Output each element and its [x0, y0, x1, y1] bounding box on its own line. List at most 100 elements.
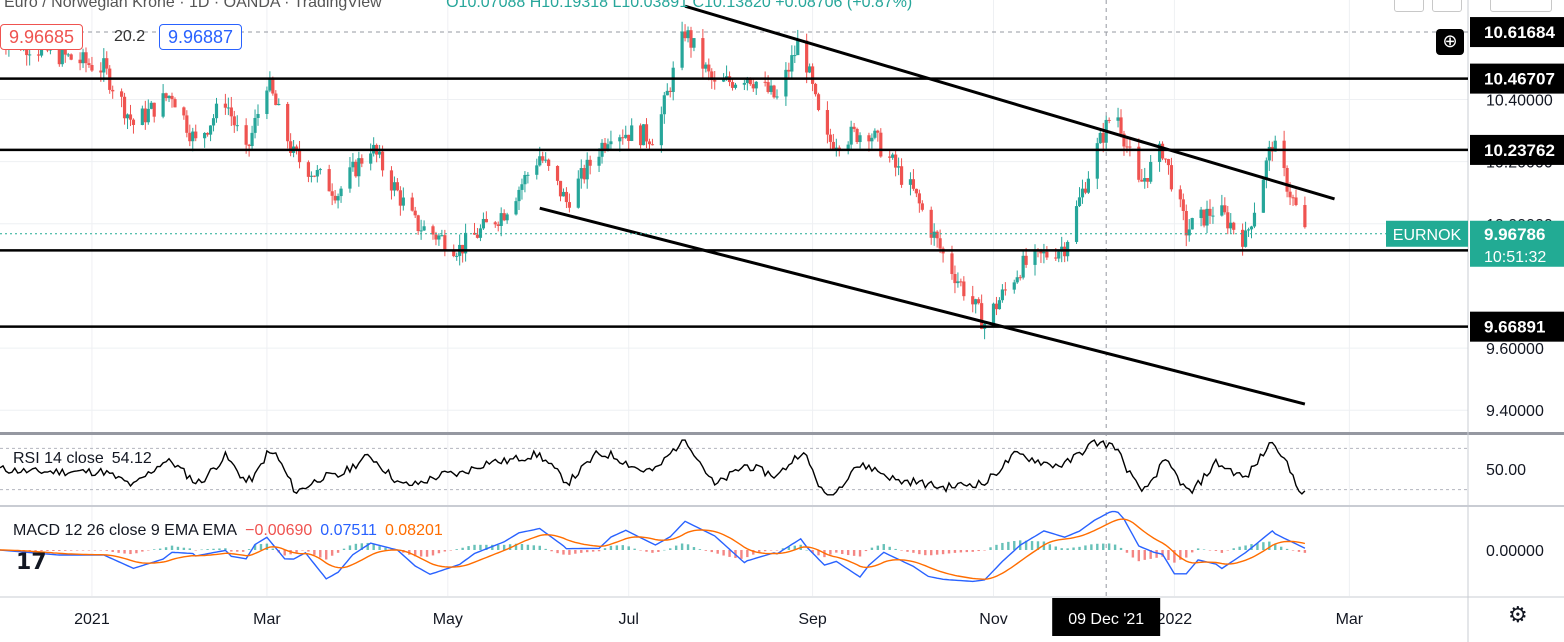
macd-histogram-bar [746, 550, 749, 558]
candle-body [1018, 277, 1022, 279]
macd-histogram-bar [1220, 550, 1224, 553]
macd-histogram-bar [1232, 548, 1235, 550]
candle-body [977, 299, 981, 304]
macd-histogram-bar [752, 550, 755, 555]
candle-body [873, 130, 877, 138]
candle-body [392, 182, 397, 191]
macd-histogram-bar [882, 544, 885, 550]
candle-body [1125, 146, 1129, 148]
candle-body [1042, 251, 1046, 254]
macd-histogram-bar [111, 550, 114, 552]
macd-histogram-bar [633, 548, 636, 550]
candle-body [1169, 165, 1174, 190]
candle-body [816, 94, 821, 111]
macd-histogram-bar [330, 550, 334, 556]
candle-body [831, 141, 835, 150]
candle-body [1229, 222, 1233, 229]
candle-body [713, 80, 717, 82]
candle-body [742, 82, 746, 85]
candle-body [191, 131, 195, 142]
candle-body [422, 226, 426, 231]
macd-histogram-bar [271, 548, 275, 550]
candle-body [505, 214, 509, 221]
macd-histogram-bar [1268, 541, 1271, 550]
macd-histogram-bar [336, 550, 340, 553]
candle-body [289, 141, 293, 153]
macd-histogram-bar [188, 548, 192, 550]
macd-histogram-bar [81, 550, 85, 551]
candle-body [119, 91, 124, 97]
macd-histogram-bar [497, 544, 500, 550]
x-tick-label: 2022 [1157, 611, 1193, 628]
macd-histogram-bar [153, 549, 156, 550]
add-alert-icon[interactable]: ⊕ [1436, 29, 1464, 55]
x-tick-label: Mar [1336, 611, 1364, 628]
candle-body [938, 238, 942, 249]
macd-histogram-bar [1090, 544, 1093, 550]
candle-body [579, 168, 583, 179]
candle-body [1199, 209, 1203, 219]
macd-histogram-bar [1161, 550, 1164, 557]
macd-histogram-bar [449, 550, 452, 551]
macd-histogram-bar [58, 550, 61, 552]
candle-body [564, 191, 569, 203]
macd-histogram-bar [924, 550, 927, 556]
candle-body [1137, 146, 1141, 180]
trend-line[interactable] [539, 206, 1306, 406]
level-price-label: 9.66891 [1484, 318, 1545, 337]
candle-body [440, 235, 444, 237]
candle-body [161, 93, 165, 117]
last-price-label: 9.96786 [1484, 225, 1545, 244]
macd-histogram-bar [212, 548, 215, 550]
candle-body [1021, 255, 1025, 278]
gear-icon[interactable]: ⚙ [1508, 603, 1528, 628]
candle-body [214, 103, 219, 119]
collapse-button[interactable] [1394, 0, 1424, 12]
maximize-button[interactable] [1432, 0, 1462, 12]
macd-histogram-bar [758, 550, 761, 553]
macd-histogram-bar [253, 544, 257, 550]
candle-body [1273, 140, 1277, 152]
candle-body [621, 137, 625, 139]
trend-lines[interactable] [539, 4, 1335, 406]
macd-histogram-bar [858, 550, 862, 557]
candle-body [935, 231, 939, 239]
candle-body [102, 58, 106, 73]
candle-body [1086, 178, 1090, 193]
macd-histogram-bar [265, 543, 269, 550]
pane-separator[interactable] [0, 432, 1564, 435]
rsi-line [0, 439, 1306, 496]
candle-body [956, 281, 960, 284]
ask-price-box[interactable]: 9.96887 [159, 24, 243, 50]
pane-separator[interactable] [0, 505, 1564, 507]
candle-body [1249, 226, 1254, 230]
macd-histogram-bar [378, 546, 381, 550]
candle-body [357, 158, 361, 177]
macd-histogram-bar [835, 550, 838, 553]
macd-histogram-bar [775, 550, 779, 551]
candle-body [1083, 188, 1088, 193]
candle-body [680, 31, 684, 68]
macd-histogram-bar [218, 548, 221, 550]
macd-histogram-bar [413, 550, 417, 557]
horizontal-levels[interactable] [0, 77, 1468, 328]
macd-histogram-bar [532, 545, 536, 550]
symbol-tag[interactable] [1386, 220, 1468, 247]
candle-body [837, 147, 841, 150]
candlesticks [0, 21, 1307, 340]
macd-legend[interactable]: MACD 12 26 close 9 EMA EMA −0.00690 0.0751… [13, 522, 443, 540]
candle-body [754, 81, 758, 89]
candle-body [28, 54, 32, 56]
bid-price-box[interactable]: 9.96685 [0, 24, 84, 50]
rsi-legend[interactable]: RSI 14 close 54.12 [13, 450, 152, 468]
macd-histogram-bar [1066, 548, 1069, 550]
candle-body [959, 281, 963, 283]
trend-line[interactable] [684, 4, 1335, 201]
timezone-button[interactable] [1490, 0, 1552, 12]
candle-body [888, 156, 892, 158]
macd-histogram-bar [425, 550, 429, 557]
candle-body [395, 182, 399, 191]
macd-histogram-bar [639, 550, 642, 551]
macd-histogram-bar [941, 550, 945, 555]
